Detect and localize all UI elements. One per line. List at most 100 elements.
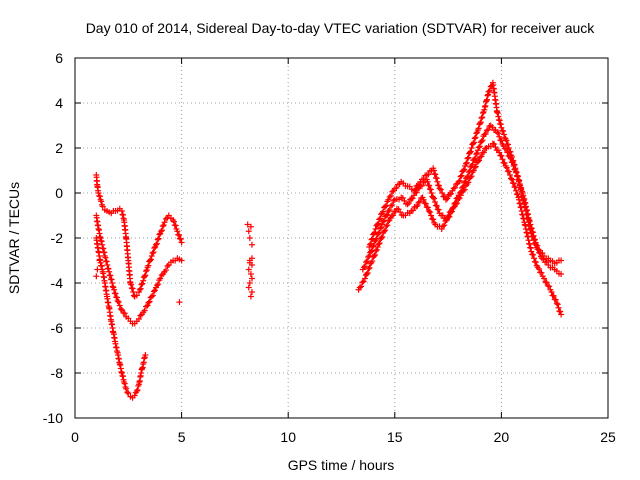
data-point <box>449 205 456 212</box>
data-point <box>136 286 143 293</box>
data-point <box>123 385 130 392</box>
data-point <box>503 164 510 171</box>
data-point <box>438 226 445 232</box>
data-point <box>140 277 147 284</box>
data-point <box>435 206 442 213</box>
axis-ticks <box>74 57 609 419</box>
data-point <box>457 173 464 180</box>
data-point <box>430 167 437 174</box>
data-point <box>369 258 376 265</box>
data-point <box>433 175 440 182</box>
data-point <box>121 310 128 317</box>
data-point <box>106 268 113 275</box>
data-point <box>138 281 145 288</box>
data-point <box>130 289 137 295</box>
data-point <box>478 138 485 145</box>
data-point <box>554 301 561 308</box>
data-point <box>135 316 142 322</box>
data-points <box>93 79 565 401</box>
data-point <box>133 292 140 299</box>
data-point <box>503 137 510 144</box>
gridlines <box>75 58 608 418</box>
data-point <box>514 191 521 198</box>
data-point <box>498 152 505 159</box>
data-point <box>453 195 460 202</box>
data-point <box>460 167 467 174</box>
data-point <box>477 119 484 126</box>
data-point <box>472 134 479 141</box>
data-point <box>456 177 463 184</box>
data-point <box>99 203 106 210</box>
data-point <box>462 160 469 167</box>
data-point <box>115 299 122 306</box>
data-point <box>505 145 512 151</box>
data-point <box>387 192 394 199</box>
data-point <box>496 149 503 156</box>
y-tick-labels: -10 -8 -6 -4 -2 0 2 4 6 <box>43 50 63 426</box>
data-point <box>365 254 372 261</box>
data-point <box>379 233 386 240</box>
data-point <box>95 190 102 196</box>
data-point <box>450 185 457 192</box>
data-point <box>432 199 439 205</box>
data-point <box>528 230 535 237</box>
data-point <box>424 178 431 185</box>
data-point <box>107 272 114 279</box>
data-point <box>507 175 514 182</box>
data-point <box>378 224 385 231</box>
data-point <box>142 352 149 358</box>
data-point <box>468 145 475 151</box>
data-point <box>426 209 433 216</box>
data-point <box>133 388 140 394</box>
data-point <box>109 283 116 290</box>
data-point <box>380 208 387 215</box>
data-point <box>144 302 151 309</box>
data-point <box>513 187 520 194</box>
data-point <box>431 195 438 202</box>
data-point <box>154 282 161 289</box>
data-point <box>245 266 252 273</box>
data-point <box>390 197 397 204</box>
data-point <box>416 181 423 188</box>
data-point <box>376 240 383 247</box>
data-point <box>479 110 486 117</box>
data-point <box>248 289 255 295</box>
data-point <box>543 279 550 286</box>
data-point <box>375 241 382 248</box>
y-tick-label: 0 <box>55 185 63 201</box>
data-point <box>532 241 539 248</box>
data-point <box>103 258 110 265</box>
data-point <box>503 146 510 153</box>
data-point <box>409 195 416 202</box>
data-point <box>498 137 505 144</box>
data-point <box>494 110 501 117</box>
data-point <box>96 257 103 264</box>
data-point <box>162 267 169 274</box>
data-point <box>437 186 444 193</box>
data-point <box>383 223 390 230</box>
data-point <box>390 212 397 219</box>
data-point <box>143 268 150 275</box>
data-point <box>428 212 435 219</box>
data-point <box>414 202 421 209</box>
data-point <box>506 172 513 178</box>
data-point <box>158 228 165 235</box>
data-point <box>478 115 485 122</box>
data-point <box>137 285 144 292</box>
data-point <box>480 149 487 156</box>
data-point <box>482 130 489 137</box>
data-point <box>479 137 486 144</box>
data-point <box>465 169 472 176</box>
data-point <box>111 286 118 293</box>
data-point <box>476 143 483 150</box>
data-point <box>458 172 465 179</box>
data-point <box>476 157 483 164</box>
data-point <box>477 154 484 160</box>
data-point <box>491 141 498 148</box>
data-point <box>439 190 446 196</box>
data-point <box>558 311 565 318</box>
data-point <box>464 155 471 162</box>
data-point <box>121 380 128 387</box>
data-point <box>499 156 506 163</box>
data-point <box>458 184 465 191</box>
